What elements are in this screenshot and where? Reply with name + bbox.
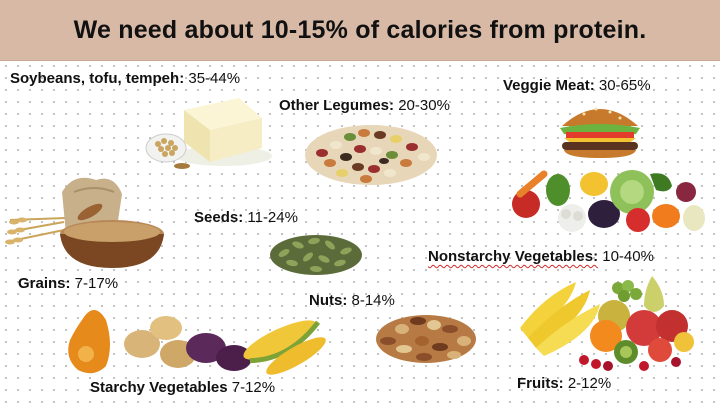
- label-veggie-meat: Veggie Meat: 30-65%: [503, 77, 651, 94]
- tofu-soybeans-image: [145, 98, 272, 169]
- starchy-vegetables-image: [68, 310, 326, 375]
- page-title: We need about 10-15% of calories from pr…: [73, 15, 647, 44]
- seeds-image: [270, 235, 362, 275]
- label-grains: Grains: 7-17%: [18, 275, 119, 292]
- fruits-image: [520, 276, 694, 371]
- nuts-image: [376, 315, 476, 363]
- label-legumes: Other Legumes: 20-30%: [279, 97, 450, 114]
- vegetables-image: [512, 170, 705, 232]
- label-nuts: Nuts: 8-14%: [309, 292, 395, 309]
- burger-image: [560, 107, 640, 158]
- label-starchy: Starchy Vegetables 7-12%: [90, 379, 276, 396]
- label-soy: Soybeans, tofu, tempeh: 35-44%: [10, 70, 241, 87]
- label-seeds: Seeds: 11-24%: [194, 209, 298, 226]
- grains-image: [5, 177, 164, 268]
- label-nonstarchy: Nonstarchy Vegetables: 10-40%: [428, 248, 654, 265]
- label-fruits: Fruits: 2-12%: [517, 375, 612, 392]
- title-banner: We need about 10-15% of calories from pr…: [0, 0, 720, 61]
- legumes-image: [305, 125, 437, 185]
